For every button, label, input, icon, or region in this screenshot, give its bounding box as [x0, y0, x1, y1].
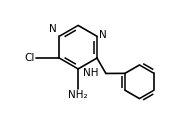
- Text: N: N: [99, 30, 107, 40]
- Text: Cl: Cl: [24, 53, 35, 63]
- Text: N: N: [49, 24, 56, 34]
- Text: NH: NH: [83, 68, 98, 78]
- Text: NH₂: NH₂: [68, 90, 88, 100]
